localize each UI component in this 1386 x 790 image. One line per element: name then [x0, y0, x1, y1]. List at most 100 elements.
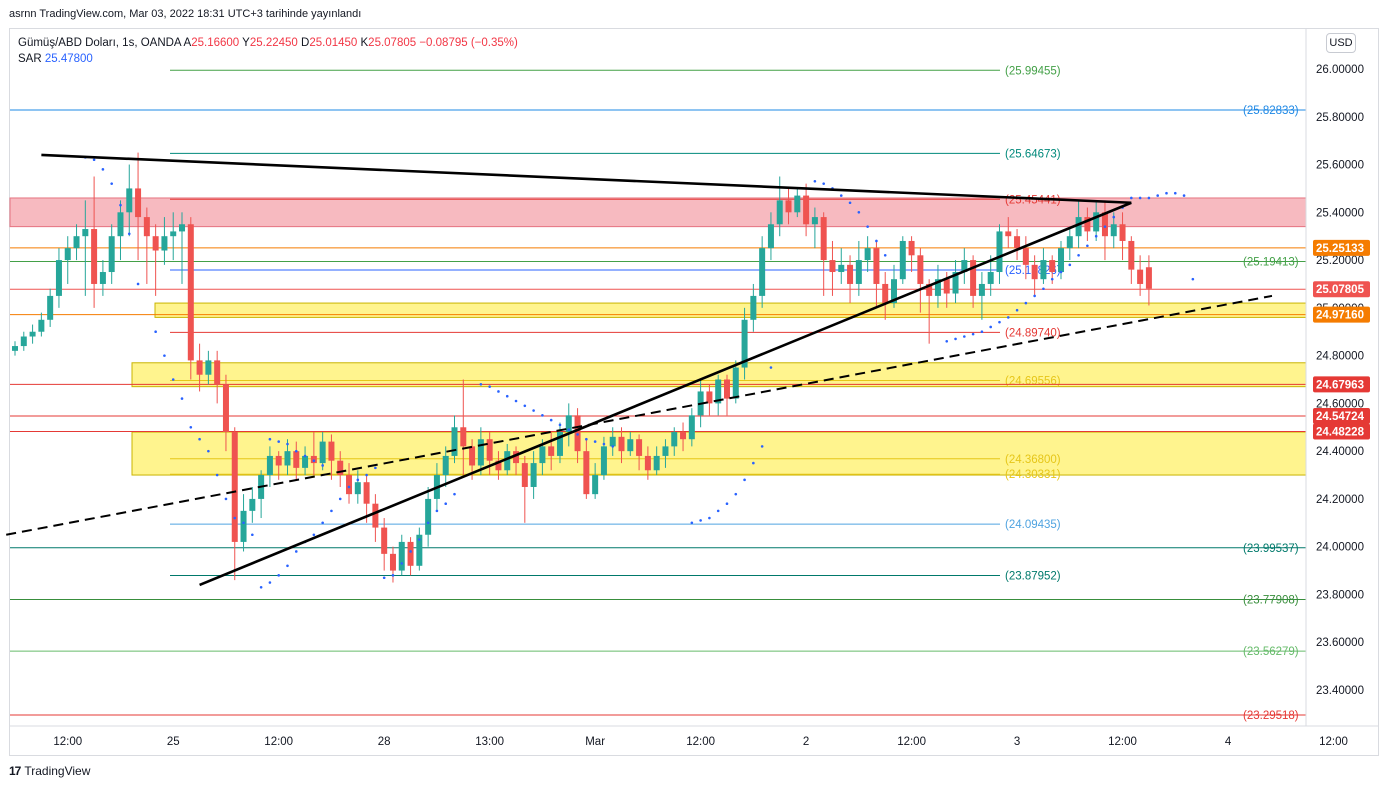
- level-label-21: (23.29518): [1243, 710, 1299, 722]
- candle-body: [416, 534, 423, 566]
- sar-dot: [435, 509, 439, 513]
- open-label: A: [183, 37, 192, 49]
- candle-body: [829, 260, 836, 273]
- candle-body: [284, 451, 291, 466]
- sar-dot: [822, 182, 825, 185]
- symbol-label[interactable]: Gümüş/ABD Doları, 1s, OANDA: [18, 37, 181, 49]
- candle-body: [460, 427, 467, 447]
- level-label-16: (24.09435): [1005, 519, 1061, 531]
- footer-brand[interactable]: 17 TradingView: [9, 764, 90, 782]
- sar-dot: [954, 337, 957, 341]
- candle-body: [469, 446, 476, 466]
- candle-body: [776, 200, 783, 225]
- candle-body: [372, 503, 379, 528]
- candle-body: [680, 432, 687, 440]
- high-value: 25.22450: [249, 37, 298, 49]
- price-tick-label: 25.60000: [1316, 160, 1364, 172]
- sar-dot: [119, 203, 122, 207]
- candle-body: [767, 224, 774, 249]
- price-tick-label: 23.40000: [1316, 685, 1364, 697]
- candle-body: [82, 229, 89, 237]
- sar-dot: [576, 433, 579, 436]
- candle-body: [170, 231, 177, 237]
- time-axis: 12:00 25 12:00 28 13:00 Mar 12:00 2 12:00 3 12:00 4…: [10, 725, 1378, 748]
- candle-body: [732, 367, 739, 399]
- sar-dot: [497, 390, 500, 393]
- sar-label[interactable]: SAR: [18, 53, 42, 65]
- candle-body: [600, 446, 607, 476]
- currency-button[interactable]: USD: [1326, 33, 1356, 53]
- sar-dot: [1024, 301, 1028, 305]
- sar-dot: [163, 354, 166, 357]
- sar-dot: [998, 320, 1001, 324]
- candle-body: [917, 255, 924, 284]
- candle-body: [759, 248, 766, 296]
- sar-dot: [110, 182, 113, 185]
- sar-dot: [1130, 196, 1133, 200]
- candle-body: [425, 498, 432, 535]
- price-tick-label: 24.80000: [1316, 351, 1364, 363]
- candle-body: [934, 279, 941, 296]
- price-tick-label: 23.60000: [1316, 637, 1364, 649]
- candle-body: [108, 236, 115, 273]
- sar-dot: [839, 194, 843, 197]
- change-value: −0.08795 (−0.35%): [419, 37, 518, 49]
- sar-dot: [963, 335, 966, 338]
- sar-dot: [875, 239, 878, 243]
- level-label-1: (25.82833): [1243, 105, 1299, 117]
- low-label: D: [301, 37, 310, 49]
- candle-body: [205, 360, 212, 375]
- price-tag-layer: 25.25133 25.07805 24.97160 24.67963 24.54724…: [1313, 239, 1370, 440]
- sar-layer: [84, 156, 1195, 589]
- legend-row-sar: SAR 25.47800: [18, 51, 518, 67]
- chart-frame[interactable]: [9, 28, 1379, 756]
- sar-dot: [286, 442, 289, 446]
- candle-body: [328, 441, 335, 461]
- candle-body: [864, 248, 871, 261]
- candle-body: [1075, 217, 1082, 237]
- candle-body: [609, 436, 616, 447]
- sar-dot: [769, 366, 773, 369]
- sar-dot: [488, 385, 491, 388]
- candle-body: [627, 439, 634, 452]
- candle-body: [741, 319, 748, 368]
- level-label-14: (24.36800): [1005, 454, 1061, 466]
- price-tick-label: 24.20000: [1316, 494, 1364, 506]
- candle-body: [231, 432, 238, 542]
- level-label-20: (23.56279): [1243, 646, 1299, 658]
- sar-dot: [382, 576, 386, 580]
- time-tick-label: 12:00: [1108, 736, 1137, 748]
- candle-body: [521, 463, 528, 487]
- candle-body: [1031, 264, 1038, 280]
- sar-dot: [321, 521, 324, 525]
- candle-body: [266, 455, 273, 476]
- candle-body: [504, 451, 511, 471]
- sar-dot: [198, 437, 201, 441]
- sar-dot: [189, 425, 193, 429]
- candle-body: [196, 360, 203, 375]
- candle-body: [565, 415, 572, 433]
- sar-dot: [708, 516, 711, 520]
- trendline-0: [41, 153, 1132, 205]
- sar-dot: [1015, 308, 1019, 312]
- candle-body: [847, 264, 854, 284]
- sar-dot: [725, 502, 729, 506]
- candle-body: [671, 432, 678, 447]
- level-label-5: (25.19413): [1243, 256, 1299, 268]
- sar-dot: [365, 473, 368, 477]
- candle-body: [398, 541, 405, 571]
- header-bar: asrnn TradingView.com, Mar 03, 2022 18:3…: [0, 0, 1386, 28]
- sar-dot: [541, 414, 544, 417]
- candle-body: [1137, 269, 1144, 284]
- sar-dot: [356, 478, 360, 482]
- sar-dot: [215, 473, 219, 477]
- price-tag-label: 25.07805: [1316, 284, 1365, 296]
- tradingview-logo-icon: 17: [9, 764, 21, 778]
- candle-body: [548, 446, 555, 456]
- candle-body: [513, 451, 520, 464]
- sar-dot: [593, 440, 597, 443]
- sar-dot: [857, 211, 861, 214]
- price-tag-bg: [1313, 306, 1370, 323]
- candle-body: [486, 439, 493, 461]
